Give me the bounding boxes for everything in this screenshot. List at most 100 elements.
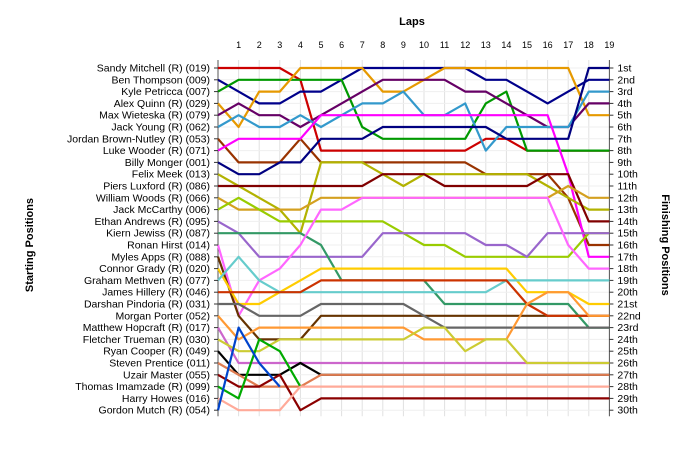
driver-line [217,255,610,294]
driver-line [217,78,610,152]
starting-position-label: Ryan Cooper (R) (049) [103,346,210,358]
finishing-position-label: 1st [617,63,631,75]
driver-line [217,385,610,412]
starting-position-label: Morgan Porter (052) [115,310,210,322]
driver-line [217,362,610,388]
finishing-position-label: 5th [617,110,632,122]
finishing-position-label: 4th [617,98,632,110]
lap-tick-label: 6 [339,40,344,50]
finishing-position-label: 15th [617,228,638,240]
starting-position-label: Sandy Mitchell (R) (019) [97,63,210,75]
starting-position-labels: Sandy Mitchell (R) (019)Ben Thompson (00… [67,63,218,417]
finishing-position-label: 22nd [617,310,641,322]
driver-line [217,137,610,247]
lap-tick-label: 19 [604,40,614,50]
driver-line [217,114,610,258]
finishing-position-label: 16th [617,240,638,252]
starting-position-label: Thomas Imamzade (R) (099) [75,381,210,393]
lap-tick-label: 2 [257,40,262,50]
finishing-position-label: 11th [617,181,637,193]
lap-tick-label: 3 [277,40,282,50]
starting-position-label: Luke Wooder (R) (071) [103,145,210,157]
lap-tick-label: 15 [522,40,532,50]
starting-position-label: Piers Luxford (R) (086) [103,181,210,193]
driver-line [216,326,281,411]
starting-position-label: Alex Quinn (R) (029) [114,98,210,110]
starting-position-label: William Woods (R) (066) [96,192,210,204]
x-axis-title: Laps [399,16,425,28]
finishing-position-label: 10th [617,169,638,181]
lap-tick-label: 7 [360,40,365,50]
finishing-position-label: 19th [617,275,638,287]
lap-tick-label: 18 [584,40,594,50]
driver-line [217,338,302,400]
finishing-position-label: 8th [617,145,632,157]
finishing-position-label: 7th [617,133,632,145]
finishing-position-label: 12th [617,192,638,204]
lap-tick-label: 5 [318,40,323,50]
starting-position-label: Gordon Mutch (R) (054) [99,405,210,417]
starting-position-label: Myles Apps (R) (088) [111,251,210,263]
starting-position-label: Jack McCarthy (006) [113,204,210,216]
driver-line [218,279,610,317]
lap-tick-label: 8 [380,40,385,50]
lap-tick-label: 9 [401,40,406,50]
finishing-position-label: 14th [617,216,638,228]
finishing-position-label: 6th [617,122,632,134]
finishing-position-label: 30th [617,405,638,417]
starting-position-label: James Hillery (R) (046) [102,287,210,299]
starting-position-label: Billy Monger (001) [125,157,210,169]
lap-tick-label: 16 [543,40,553,50]
starting-position-label: Ben Thompson (009) [112,74,210,86]
starting-position-label: Harry Howes (016) [122,393,210,405]
driver-line [217,220,610,258]
lap-tick-label: 12 [460,40,470,50]
finishing-position-label: 26th [617,358,638,370]
driver-line [217,161,610,235]
finishing-position-label: 27th [617,369,638,381]
starting-position-label: Jordan Brown-Nutley (R) (053) [67,133,210,145]
finishing-position-label: 2nd [617,74,635,86]
driver-line [217,66,610,105]
finishing-position-label: 21st [617,299,637,311]
lap-tick-label: 10 [419,40,429,50]
starting-position-label: Fletcher Trueman (R) (030) [83,334,210,346]
finishing-position-label: 24th [617,334,638,346]
driver-line [217,90,610,152]
finishing-position-label: 28th [617,381,638,393]
driver-line [217,78,610,129]
starting-position-label: Darshan Pindoria (R) (031) [84,299,210,311]
lap-tick-labels: 1 2 3 4 5 6 7 8 9 10 11 12 13 14 15 16 17 18 19 [236,40,614,50]
starting-position-label: Connor Grady (R) (020) [99,263,210,275]
finishing-position-label: 20th [617,287,638,299]
starting-position-label: Uzair Master (055) [123,369,210,381]
lap-tick-label: 17 [563,40,573,50]
finishing-position-label: 3rd [617,86,632,98]
driver-line [217,326,610,365]
driver-line [217,66,610,129]
driver-line [217,267,610,306]
starting-position-label: Steven Prentice (011) [109,358,210,370]
driver-line [217,66,610,176]
driver-line [216,196,610,317]
driver-line [218,302,610,329]
starting-position-label: Jack Young (R) (062) [111,122,210,134]
starting-position-label: Max Wieteska (R) (079) [99,110,210,122]
lap-tick-label: 11 [440,40,449,50]
series-lines [216,66,610,412]
starting-position-label: Graham Methven (R) (077) [84,275,210,287]
starting-position-label: Ethan Andrews (R) (095) [94,216,210,228]
driver-line [217,196,610,258]
lap-tick-label: 1 [236,40,241,50]
starting-position-label: Felix Meek (013) [132,169,210,181]
lap-tick-label: 4 [298,40,303,50]
finishing-position-label: 23rd [617,322,638,334]
starting-position-label: Ronan Hirst (014) [127,240,210,252]
starting-position-label: Kiern Jewiss (R) (087) [106,228,210,240]
finishing-position-label: 17th [617,251,638,263]
driver-line [218,173,610,223]
lap-tick-label: 13 [481,40,491,50]
finishing-position-label: 13th [617,204,638,216]
